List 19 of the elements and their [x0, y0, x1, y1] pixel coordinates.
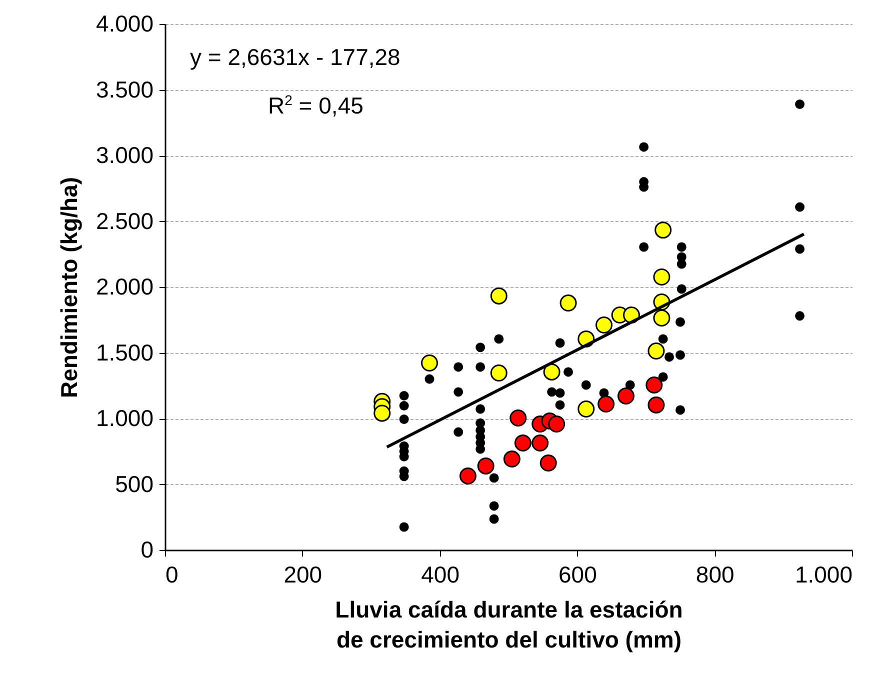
y-tick-label: 1.000	[96, 405, 154, 431]
y-tick-label: 3.000	[96, 142, 154, 168]
y-tick-label: 3.500	[96, 76, 154, 102]
y-tick-label: 500	[115, 470, 154, 497]
annotation: R$^{2}$ = 0,45	[268, 92, 364, 120]
y-tick-label: 1.500	[96, 339, 154, 366]
x-axis-title: Lluvia caída durante la estación de crecimiento del cultivo (mm)	[335, 596, 683, 652]
annotation: y = 2,6631x - 177,28	[190, 44, 400, 71]
y-tick-label: 4.000	[96, 10, 154, 36]
y-tick-label: 2.500	[96, 208, 154, 234]
y-axis-title: Rendimiento (kg/ha)	[56, 176, 82, 398]
y-tick-label: 2.000	[96, 274, 154, 300]
x-tick-label: 800	[696, 562, 734, 588]
y-tick-label: 0	[140, 536, 154, 562]
x-tick-label: 0	[166, 562, 178, 588]
x-tick-label: 200	[284, 562, 322, 588]
x-tick-label: 600	[558, 562, 597, 588]
x-tick-label: 1.000	[794, 562, 852, 588]
x-tick-label: 400	[421, 562, 460, 588]
